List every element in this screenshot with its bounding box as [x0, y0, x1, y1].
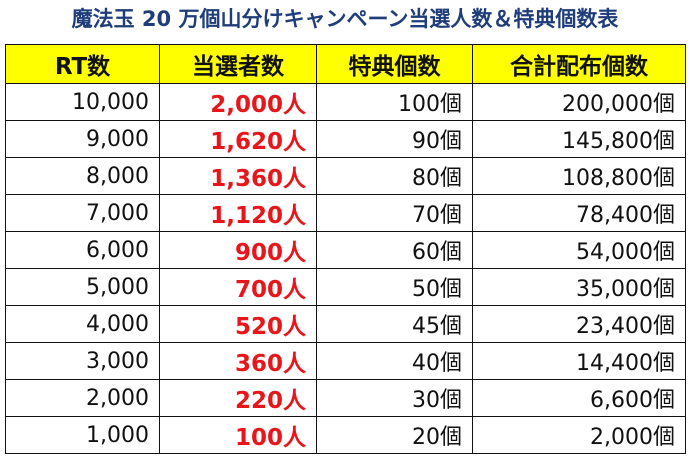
table-row: 9,000 1,620人 90個 145,800個: [5, 120, 686, 158]
cell-winners: 1,360人: [159, 157, 317, 195]
cell-bonus: 90個: [316, 120, 473, 158]
cell-bonus: 30個: [316, 379, 473, 417]
cell-winners: 220人: [159, 379, 317, 417]
header-bonus: 特典個数: [316, 44, 473, 84]
cell-winners: 2,000人: [159, 83, 317, 121]
table-header-row: RT数 当選者数 特典個数 合計配布個数: [5, 44, 686, 84]
cell-total: 6,600個: [472, 379, 686, 417]
cell-total: 145,800個: [472, 120, 686, 158]
cell-bonus: 80個: [316, 157, 473, 195]
cell-total: 23,400個: [472, 305, 686, 343]
cell-total: 54,000個: [472, 231, 686, 269]
header-winners: 当選者数: [159, 44, 317, 84]
cell-winners: 1,120人: [159, 194, 317, 232]
cell-total: 35,000個: [472, 268, 686, 306]
cell-rt-count: 9,000: [5, 120, 160, 158]
cell-rt-count: 6,000: [5, 231, 160, 269]
header-total: 合計配布個数: [472, 44, 686, 84]
table-row: 4,000 520人 45個 23,400個: [5, 305, 686, 343]
cell-bonus: 60個: [316, 231, 473, 269]
table-row: 6,000 900人 60個 54,000個: [5, 231, 686, 269]
cell-bonus: 45個: [316, 305, 473, 343]
campaign-table: RT数 当選者数 特典個数 合計配布個数 10,000 2,000人 100個 200…: [5, 44, 686, 454]
cell-bonus: 100個: [316, 83, 473, 121]
header-rt-count: RT数: [5, 44, 160, 84]
table-row: 8,000 1,360人 80個 108,800個: [5, 157, 686, 195]
table-row: 10,000 2,000人 100個 200,000個: [5, 83, 686, 121]
cell-winners: 520人: [159, 305, 317, 343]
cell-winners: 100人: [159, 416, 317, 454]
cell-rt-count: 10,000: [5, 83, 160, 121]
cell-winners: 360人: [159, 342, 317, 380]
cell-winners: 1,620人: [159, 120, 317, 158]
cell-rt-count: 4,000: [5, 305, 160, 343]
table-row: 1,000 100人 20個 2,000個: [5, 416, 686, 454]
cell-total: 200,000個: [472, 83, 686, 121]
table-row: 2,000 220人 30個 6,600個: [5, 379, 686, 417]
cell-bonus: 50個: [316, 268, 473, 306]
cell-total: 2,000個: [472, 416, 686, 454]
page-title: 魔法玉 20 万個山分けキャンペーン当選人数＆特典個数表: [71, 7, 619, 31]
table-row: 3,000 360人 40個 14,400個: [5, 342, 686, 380]
table-row: 5,000 700人 50個 35,000個: [5, 268, 686, 306]
cell-total: 14,400個: [472, 342, 686, 380]
cell-winners: 700人: [159, 268, 317, 306]
cell-total: 78,400個: [472, 194, 686, 232]
cell-bonus: 70個: [316, 194, 473, 232]
cell-rt-count: 8,000: [5, 157, 160, 195]
cell-rt-count: 7,000: [5, 194, 160, 232]
cell-rt-count: 2,000: [5, 379, 160, 417]
cell-rt-count: 3,000: [5, 342, 160, 380]
cell-winners: 900人: [159, 231, 317, 269]
cell-total: 108,800個: [472, 157, 686, 195]
cell-rt-count: 1,000: [5, 416, 160, 454]
table-row: 7,000 1,120人 70個 78,400個: [5, 194, 686, 232]
cell-bonus: 40個: [316, 342, 473, 380]
cell-bonus: 20個: [316, 416, 473, 454]
cell-rt-count: 5,000: [5, 268, 160, 306]
